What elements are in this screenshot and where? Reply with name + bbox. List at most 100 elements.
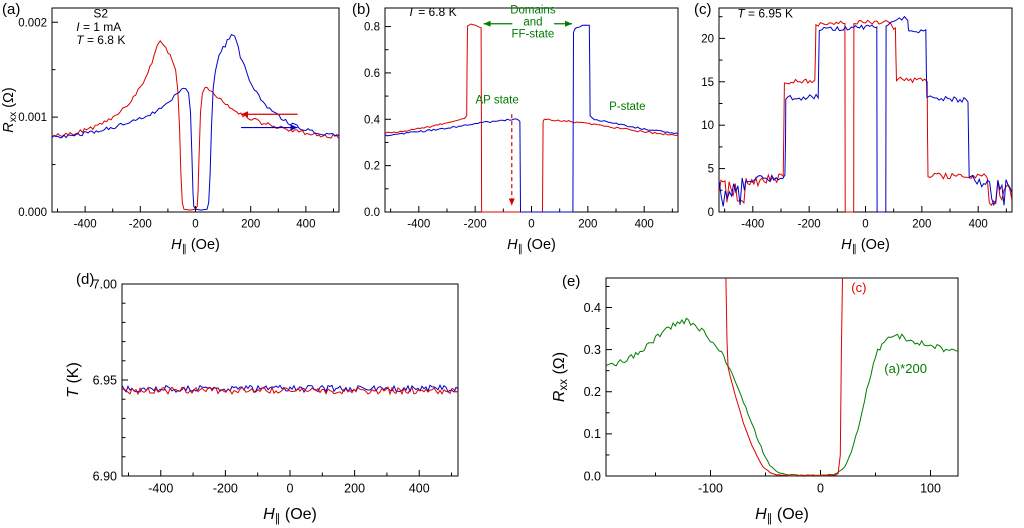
axis-ticks — [385, 26, 673, 213]
svg-text:400: 400 — [969, 219, 988, 231]
x-axis-label: H∥ (Oe) — [171, 237, 220, 255]
svg-text:0.2: 0.2 — [364, 161, 380, 173]
svg-text:-400: -400 — [148, 482, 173, 496]
svg-text:-200: -200 — [798, 219, 821, 231]
panel-e-letter: (e) — [562, 273, 581, 290]
svg-text:0.2: 0.2 — [584, 385, 601, 399]
svg-text:7.00: 7.00 — [93, 277, 117, 291]
curve-sweep-increasing — [385, 24, 678, 213]
curve-panel-a-times-200 — [606, 317, 958, 477]
svg-text:20: 20 — [701, 33, 714, 45]
y-axis-label: T (K) — [65, 362, 82, 398]
annotation-text: T = 6.95 K — [737, 7, 793, 21]
axis-ticks — [606, 285, 931, 477]
svg-text:-400: -400 — [407, 219, 430, 231]
annotation-text: T = 6.8 K — [408, 5, 457, 19]
annotation-arrow — [554, 20, 573, 27]
svg-text:0.4: 0.4 — [584, 301, 601, 315]
annotation-arrow — [241, 124, 298, 131]
curve-sweep-decreasing — [385, 23, 678, 213]
svg-text:200: 200 — [241, 219, 260, 231]
axis-ticks — [122, 283, 453, 477]
x-axis-label: H∥ (Oe) — [507, 237, 556, 255]
svg-text:0: 0 — [528, 219, 534, 231]
svg-text:0: 0 — [862, 219, 868, 231]
annotation-text: Domains — [510, 5, 556, 17]
annotation-text: P-state — [609, 101, 645, 113]
svg-text:0.4: 0.4 — [364, 114, 381, 126]
axis-ticks — [52, 21, 334, 213]
panel-d-letter: (d) — [76, 271, 95, 288]
curve-panel-c-curve — [725, 277, 843, 477]
svg-text:0: 0 — [708, 207, 714, 219]
tick-labels: -400 -200 0 200 400 0 5 10 15 20 — [701, 33, 988, 230]
tick-labels: -100 0 100 0.0 0.1 0.2 0.3 0.4 — [584, 301, 941, 496]
annotation-arrow — [483, 20, 513, 27]
svg-text:200: 200 — [912, 219, 931, 231]
annotation-text: S2 — [93, 6, 108, 20]
plot-frame — [121, 283, 459, 477]
y-axis-label: Rxx (Ω) — [551, 352, 570, 402]
x-axis-label: H∥ (Oe) — [263, 506, 317, 525]
panel-c-chart: -400 -200 0 200 400 0 5 10 15 20 T = 6.95 K H∥ (Oe) — [701, 7, 1013, 255]
svg-text:-100: -100 — [698, 482, 723, 496]
svg-text:0: 0 — [287, 482, 294, 496]
tick-labels: -400 -200 0 200 400 6.90 6.95 7.00 — [93, 277, 430, 495]
svg-text:0.000: 0.000 — [18, 207, 47, 219]
svg-text:0.8: 0.8 — [364, 22, 380, 34]
svg-text:0.0: 0.0 — [364, 207, 380, 219]
annotation-text: and — [523, 17, 542, 29]
curve-sweep-increasing — [719, 15, 1012, 213]
tick-labels: -400 -200 0 200 400 0.000 0.001 0.002 — [18, 17, 315, 230]
panel-a-chart: -400 -200 0 200 400 0.000 0.001 0.002 S2I = 1 mA… — [1, 6, 340, 255]
svg-text:10: 10 — [701, 120, 714, 132]
curve-sweep-decreasing — [719, 19, 1012, 213]
panel-b-chart: -400 -200 0 200 400 0.0 0.2 0.4 0.6 0.8 T = 6.8 K D… — [364, 5, 679, 255]
svg-text:0.002: 0.002 — [18, 17, 47, 29]
annotation-text: (c) — [851, 280, 866, 295]
panel-d-chart: -400 -200 0 200 400 6.90 6.95 7.00 H∥ (Oe) T (K) — [65, 277, 459, 525]
panel-c-letter: (c) — [694, 1, 712, 18]
svg-text:0: 0 — [817, 482, 824, 496]
svg-text:-200: -200 — [213, 482, 238, 496]
svg-text:15: 15 — [701, 77, 714, 89]
svg-text:400: 400 — [635, 219, 654, 231]
svg-text:100: 100 — [920, 482, 941, 496]
svg-text:400: 400 — [409, 482, 430, 496]
panel-b-letter: (b) — [352, 1, 371, 18]
panel-a-letter: (a) — [2, 1, 21, 18]
svg-text:0: 0 — [192, 219, 198, 231]
svg-text:200: 200 — [344, 482, 365, 496]
svg-text:0.1: 0.1 — [584, 427, 601, 441]
curve-sweep-increasing — [52, 33, 339, 211]
x-axis-label: H∥ (Oe) — [755, 506, 809, 525]
svg-text:-200: -200 — [464, 219, 487, 231]
plot-frame — [605, 277, 959, 477]
svg-text:-400: -400 — [741, 219, 764, 231]
svg-text:0.3: 0.3 — [584, 343, 601, 357]
svg-text:0.6: 0.6 — [364, 68, 380, 80]
svg-text:400: 400 — [296, 219, 315, 231]
annotation-text: FF-state — [512, 29, 555, 41]
annotation-text: (a)*200 — [884, 361, 927, 376]
svg-text:5: 5 — [708, 164, 714, 176]
tick-labels: -400 -200 0 200 400 0.0 0.2 0.4 0.6 0.8 — [364, 22, 654, 231]
annotation-arrow — [508, 114, 515, 206]
svg-text:6.95: 6.95 — [93, 373, 117, 387]
y-axis-label: Rxx (Ω) — [1, 87, 19, 132]
svg-text:200: 200 — [578, 219, 597, 231]
curve-temperature-sweep-down — [122, 385, 458, 396]
svg-text:-400: -400 — [74, 219, 97, 231]
svg-text:0.001: 0.001 — [18, 112, 47, 124]
annotation-arrow — [241, 111, 298, 118]
annotation-text: T = 6.8 K — [76, 33, 125, 47]
annotation-text: I = 1 mA — [76, 20, 121, 34]
axis-ticks — [719, 16, 1007, 213]
panel-e-chart: -100 0 100 0.0 0.1 0.2 0.3 0.4 (c) (a)*200 H∥ (Oe)… — [551, 277, 959, 525]
svg-text:6.90: 6.90 — [93, 469, 117, 483]
curve-sweep-decreasing — [52, 39, 339, 211]
annotation-text: AP state — [475, 95, 518, 107]
x-axis-label: H∥ (Oe) — [841, 237, 890, 255]
svg-text:-200: -200 — [129, 219, 152, 231]
